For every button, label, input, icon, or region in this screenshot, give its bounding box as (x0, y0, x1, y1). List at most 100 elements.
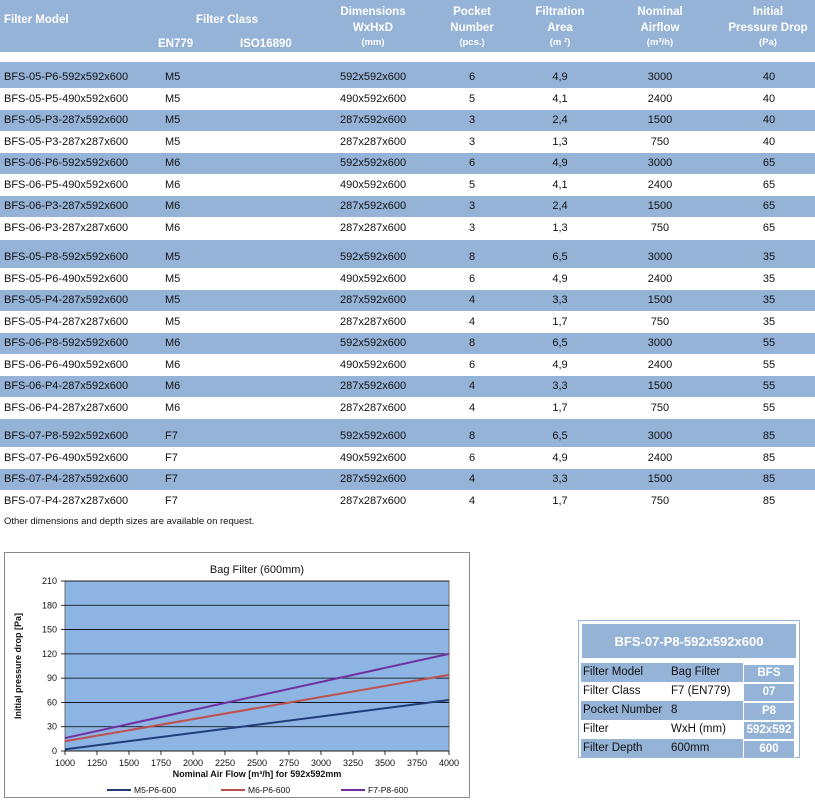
cell-filter-model: BFS-05-P3-287x287x600 (4, 135, 129, 148)
y-tick-label: 150 (42, 625, 57, 635)
model-code-row: Filter Dimensions WxH (mm) 592x592 (579, 720, 799, 754)
cell-filtration-area: 4,9 (552, 451, 568, 464)
cell-filter-model: BFS-06-P3-287x592x600 (4, 200, 129, 212)
cell-filter-class: F7 (165, 451, 178, 464)
cell-pocket-number: 6 (468, 358, 476, 371)
cell-pocket-number: 3 (468, 114, 476, 126)
chart-title: Bag Filter (600mm) (210, 564, 304, 576)
cell-nominal-airflow: 2400 (647, 451, 673, 464)
cell-pressure-drop: 85 (762, 430, 776, 442)
cell-filtration-area: 4,9 (552, 71, 568, 83)
cell-nominal-airflow: 3000 (647, 251, 673, 263)
cell-filter-model: BFS-07-P8-592x592x600 (4, 430, 129, 442)
cell-dimensions: 287x287x600 (340, 401, 407, 414)
table-row: BFS-05-P6-592x592x600 M5 592x592x600 6 4,9 30… (0, 67, 815, 88)
header-area: Filtration (535, 6, 585, 18)
cell-filtration-area: 6,5 (552, 337, 568, 349)
header-pocket-unit: (pcs.) (459, 37, 485, 48)
cell-filter-class: M5 (165, 294, 181, 306)
cell-pocket-number: 8 (468, 337, 476, 349)
cell-pocket-number: 3 (468, 135, 476, 148)
header-dimensions-unit: (mm) (361, 37, 385, 48)
cell-filtration-area: 4,1 (552, 178, 568, 191)
cell-filter-model: BFS-07-P4-287x287x600 (4, 494, 129, 507)
cell-pocket-number: 4 (468, 380, 476, 392)
x-tick-label: 2000 (183, 758, 203, 768)
cell-nominal-airflow: 1500 (647, 200, 673, 212)
x-tick-label: 1250 (87, 758, 107, 768)
table-row: BFS-05-P4-287x287x600 M5 287x287x600 4 1,7 75… (0, 312, 815, 333)
x-tick-label: 3000 (311, 758, 331, 768)
header-airflow-unit: (m³/h) (646, 37, 674, 48)
model-code-box: BFS-07-P8-592x592x600 Filter Model Bag Fi… (578, 620, 800, 759)
cell-pressure-drop: 40 (762, 135, 776, 148)
cell-filter-model: BFS-07-P4-287x592x600 (4, 473, 129, 485)
x-tick-label: 2250 (215, 758, 235, 768)
cell-nominal-airflow: 1500 (647, 473, 673, 485)
cell-dimensions: 287x287x600 (340, 135, 407, 148)
cell-filter-model: BFS-05-P3-287x592x600 (4, 114, 129, 126)
cell-pressure-drop: 35 (762, 315, 776, 328)
cell-filtration-area: 1,3 (552, 221, 568, 234)
cell-pressure-drop: 40 (762, 71, 776, 83)
model-code-row: Pocket Number 8 P8 (579, 701, 799, 721)
cell-pressure-drop: 85 (762, 473, 776, 485)
cell-filter-class: M5 (165, 92, 181, 105)
cell-filtration-area: 3,3 (552, 473, 568, 485)
cell-filter-model: BFS-05-P4-287x287x600 (4, 315, 129, 328)
header-filter-model: Filter Model (4, 14, 69, 26)
cell-nominal-airflow: 2400 (647, 358, 673, 371)
x-tick-label: 3500 (375, 758, 395, 768)
cell-dimensions: 287x287x600 (340, 221, 407, 234)
cell-pocket-number: 3 (468, 221, 476, 234)
cell-dimensions: 287x592x600 (340, 200, 407, 212)
cell-filter-class: M5 (165, 315, 181, 328)
table-row: BFS-05-P3-287x592x600 M5 287x592x600 3 2,4 15… (0, 110, 815, 131)
model-code-segment: 07 (743, 683, 795, 702)
cell-pocket-number: 4 (468, 315, 476, 328)
cell-nominal-airflow: 1500 (647, 294, 673, 306)
cell-pocket-number: 4 (468, 401, 476, 414)
cell-pressure-drop: 40 (762, 92, 776, 105)
y-axis-label: Initial pressure drop [Pa] (13, 613, 23, 719)
cell-filtration-area: 1,7 (552, 315, 568, 328)
y-tick-label: 30 (47, 722, 57, 732)
cell-filtration-area: 4,9 (552, 157, 568, 169)
cell-filter-class: M6 (165, 200, 181, 212)
cell-dimensions: 592x592x600 (340, 71, 407, 83)
cell-filtration-area: 4,9 (552, 358, 568, 371)
x-tick-label: 4000 (439, 758, 459, 768)
cell-dimensions: 592x592x600 (340, 337, 407, 349)
cell-dimensions: 490x592x600 (340, 451, 407, 464)
y-tick-label: 60 (47, 697, 57, 707)
cell-pressure-drop: 65 (762, 178, 776, 191)
cell-pressure-drop: 35 (762, 294, 776, 306)
series-line-m5-p6-600 (64, 699, 450, 751)
header-pressure-drop: Initial (752, 6, 784, 18)
cell-nominal-airflow: 1500 (647, 380, 673, 392)
cell-filter-class: F7 (165, 494, 178, 507)
cell-nominal-airflow: 2400 (647, 92, 673, 105)
cell-filter-model: BFS-06-P5-490x592x600 (4, 178, 129, 191)
cell-filtration-area: 2,4 (552, 114, 568, 126)
table-row: BFS-05-P8-592x592x600 M5 592x592x600 8 6,5 30… (0, 247, 815, 268)
cell-filter-class: M5 (165, 135, 181, 148)
cell-dimensions: 490x592x600 (340, 92, 407, 105)
cell-filter-class: F7 (165, 473, 178, 485)
cell-pocket-number: 4 (468, 473, 476, 485)
cell-dimensions: 287x592x600 (340, 473, 407, 485)
model-code-row: Filter Class F7 (EN779) 07 (579, 682, 799, 702)
y-tick-label: 120 (42, 649, 57, 659)
model-code-segment: 592x592 (743, 721, 795, 740)
series-line-f7-p8-600 (64, 652, 450, 740)
model-code-value: F7 (EN779) (671, 685, 731, 697)
model-code-segment: 600 (743, 740, 795, 759)
cell-filtration-area: 6,5 (552, 251, 568, 263)
table-row: BFS-07-P8-592x592x600 F7 592x592x600 8 6,5 30… (0, 426, 815, 447)
table-row: BFS-06-P4-287x287x600 M6 287x287x600 4 1,7 75… (0, 398, 815, 419)
cell-pressure-drop: 35 (762, 272, 776, 285)
table-row: BFS-06-P6-592x592x600 M6 592x592x600 6 4,9 30… (0, 153, 815, 174)
cell-nominal-airflow: 750 (650, 135, 670, 148)
group-divider (0, 62, 815, 67)
x-tick-label: 3250 (343, 758, 363, 768)
